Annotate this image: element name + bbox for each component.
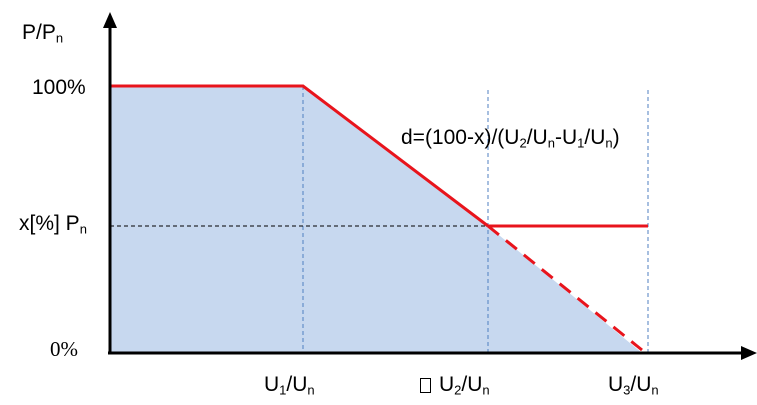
limit-curve — [110, 84, 489, 228]
y-tick-100: 100% — [32, 76, 86, 99]
y-axis-arrowhead — [103, 12, 117, 28]
missing-glyph-icon — [420, 378, 431, 393]
slope-formula: d=(100-x)/(U2/Un-U1/Un) — [401, 126, 620, 151]
x-tick-u2: U2/Un — [420, 374, 490, 397]
y-axis-title: P/Pn — [22, 21, 64, 46]
limit-extension-dashed — [487, 224, 643, 352]
y-tick-0: 0% — [50, 337, 78, 361]
x-tick-u1: U1/Un — [264, 373, 315, 398]
y-tick-x-percent: x[%] Pn — [19, 212, 87, 237]
x-tick-u3: U3/Un — [608, 373, 659, 398]
x-axis-arrowhead — [741, 346, 757, 360]
shaded-area — [110, 86, 642, 353]
